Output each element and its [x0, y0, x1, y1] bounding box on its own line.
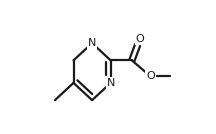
Text: O: O: [135, 34, 144, 44]
Text: O: O: [146, 71, 155, 81]
Text: N: N: [88, 38, 96, 48]
Text: N: N: [106, 78, 115, 88]
